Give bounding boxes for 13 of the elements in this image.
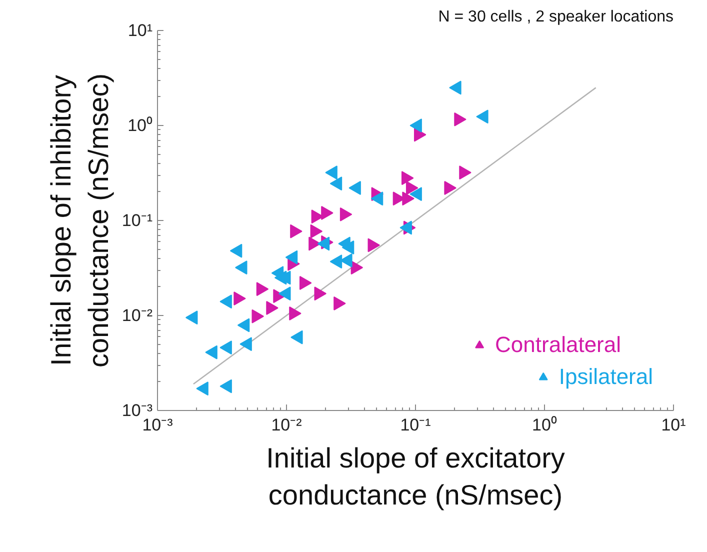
y-tick-label: 10⁻¹ bbox=[122, 211, 153, 230]
x-tick-label: 10¹ bbox=[661, 416, 686, 434]
x-tick-label: 10⁰ bbox=[532, 416, 557, 434]
legend-label: Contralateral bbox=[495, 332, 621, 358]
y-tick-label: 10⁻² bbox=[122, 306, 153, 325]
x-axis-title: Initial slope of excitatory conductance (nS/msec) bbox=[266, 442, 565, 511]
y-tick-label: 10¹ bbox=[128, 21, 153, 40]
legend-label: Ipsilateral bbox=[558, 364, 653, 390]
x-tick-label: 10⁻¹ bbox=[400, 416, 432, 434]
y-tick-label: 10⁰ bbox=[128, 116, 153, 135]
text: N = 30 cells , 2 speaker locations bbox=[438, 8, 674, 26]
x-tick-label: 10⁻² bbox=[271, 416, 302, 434]
y-axis-title: Initial slope of inhibitory conductance (nS/msec) bbox=[46, 73, 114, 368]
